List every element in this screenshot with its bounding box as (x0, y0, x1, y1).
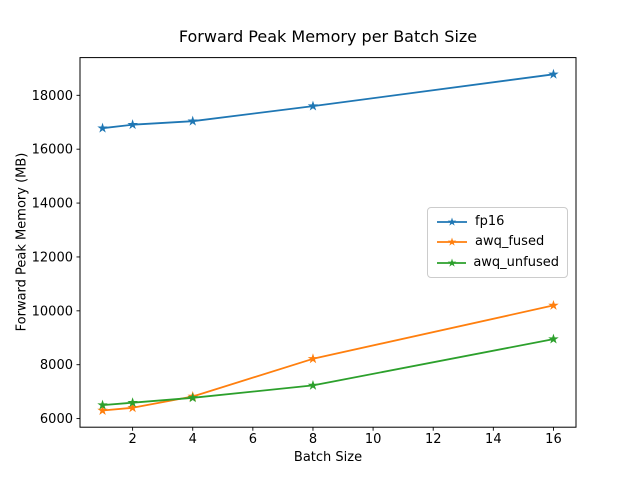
legend-line-sample-awq-unfused (437, 258, 467, 267)
data-point-awq_unfused-b2 (127, 397, 138, 408)
legend-sample-star-icon (447, 217, 457, 226)
series-line-fp16 (102, 73, 554, 130)
legend-entry-fp16: fp16 (436, 213, 559, 232)
data-point-fp16-b1 (97, 122, 108, 133)
legend-sample-star-icon (447, 258, 457, 267)
x-tick-label: 8 (309, 432, 317, 447)
series-line-awq_unfused (102, 338, 554, 406)
y-tick-label: 18000 (32, 89, 73, 104)
legend-label-awq-fused: awq_fused (475, 234, 545, 250)
y-axis-label: Forward Peak Memory (MB) (14, 152, 30, 332)
series-line-awq_fused (102, 304, 554, 412)
y-tick-label: 10000 (32, 304, 73, 319)
x-tick-label: 10 (365, 432, 382, 447)
y-tick-label: 8000 (40, 358, 73, 373)
x-tick-label: 16 (545, 432, 562, 447)
legend-sample-star-icon (447, 237, 457, 247)
data-point-awq_unfused-b16 (548, 333, 559, 344)
legend-entry-awq-fused: awq_fused (436, 233, 559, 252)
x-tick-label: 12 (425, 432, 442, 447)
data-point-awq_fused-b1 (97, 405, 108, 415)
y-tick-label: 14000 (32, 197, 73, 212)
y-tick-label: 6000 (40, 412, 73, 427)
axes-frame (79, 57, 577, 428)
x-axis-label: Batch Size (293, 450, 363, 465)
data-point-awq_fused-b2 (127, 402, 138, 413)
legend-line-sample-awq-fused (437, 237, 467, 247)
x-tick-label: 4 (189, 432, 197, 447)
legend-line-sample-fp16 (437, 217, 467, 226)
x-tick-label: 6 (249, 432, 257, 447)
legend-entry-awq-unfused: awq_unfused (436, 253, 559, 272)
legend-label-awq-unfused: awq_unfused (473, 254, 559, 270)
data-point-awq_fused-b16 (548, 299, 559, 310)
data-point-awq_fused-b8 (307, 353, 319, 364)
data-point-awq_unfused-b1 (97, 399, 108, 410)
legend: fp16 awq_fused awq_unfused (427, 207, 568, 278)
y-tick-label: 12000 (32, 250, 73, 265)
data-point-fp16-b16 (548, 68, 559, 79)
data-point-fp16-b4 (187, 115, 198, 126)
data-point-awq_unfused-b8 (307, 379, 319, 390)
y-tick-label: 16000 (32, 143, 73, 158)
x-tick-label: 2 (128, 432, 136, 447)
legend-label-fp16: fp16 (475, 214, 505, 230)
data-point-fp16-b8 (307, 100, 319, 111)
x-tick-label: 14 (485, 432, 502, 447)
chart-title: Forward Peak Memory per Batch Size (178, 27, 478, 46)
data-point-fp16-b2 (127, 119, 138, 130)
data-point-awq_unfused-b4 (187, 392, 198, 403)
